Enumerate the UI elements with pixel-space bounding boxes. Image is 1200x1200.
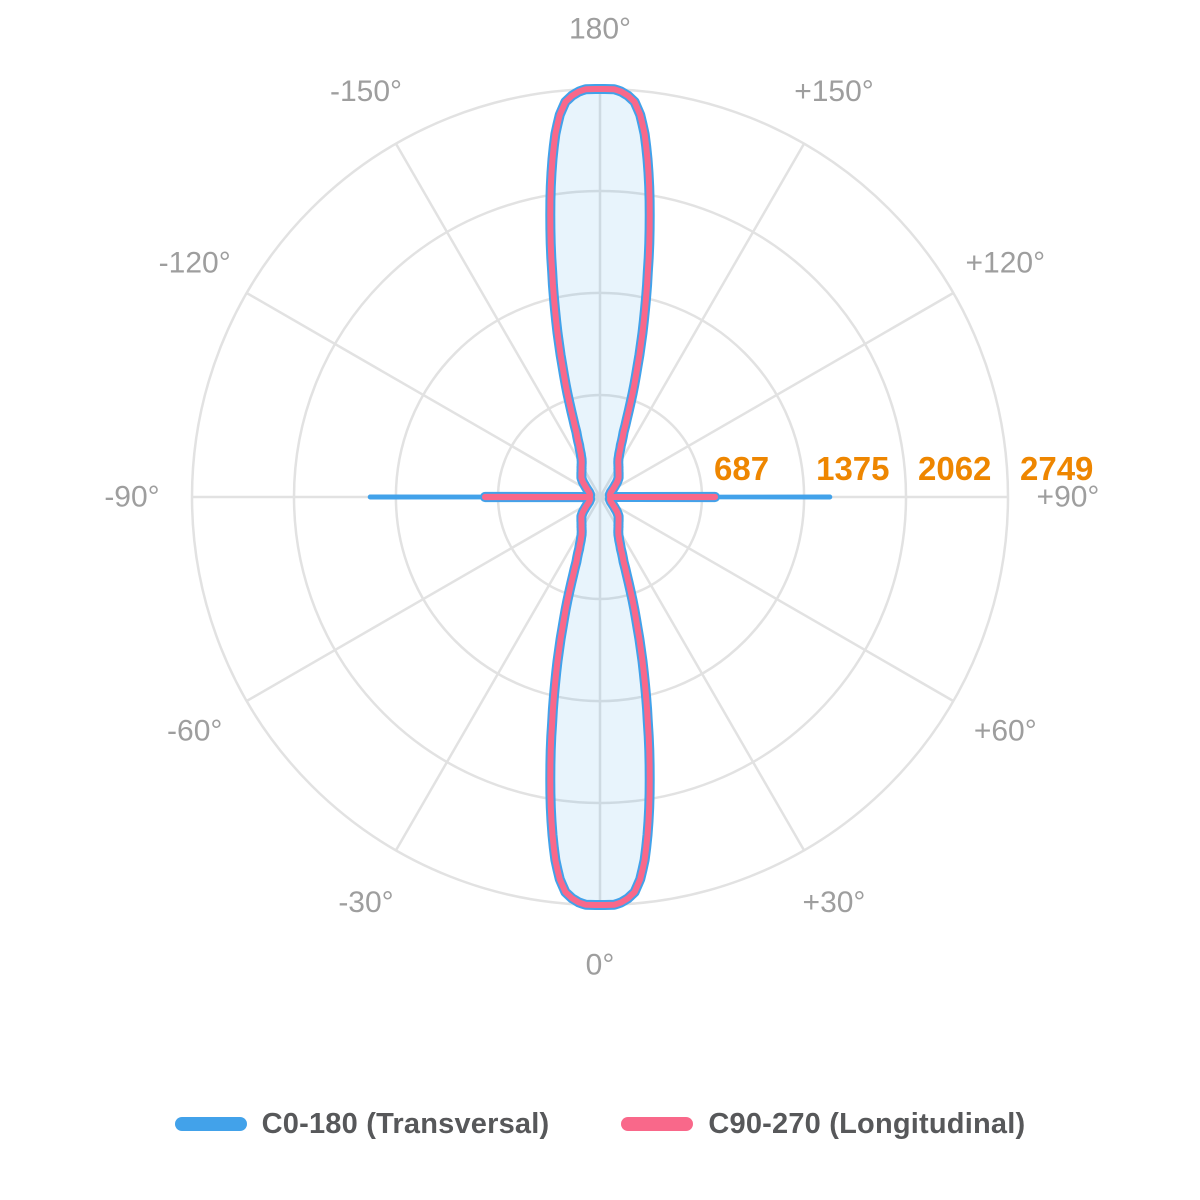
angle-label: +30° bbox=[803, 886, 866, 919]
polar-spoke bbox=[246, 291, 601, 499]
legend-item-c0-180[interactable]: C0-180 (Transversal) bbox=[174, 1107, 550, 1141]
polar-spoke bbox=[394, 496, 602, 851]
legend-swatch-c90-270 bbox=[621, 1117, 694, 1131]
polar-spoke bbox=[598, 496, 806, 851]
angle-label: 0° bbox=[586, 949, 615, 982]
radial-tick-label: 2062 bbox=[918, 450, 991, 487]
angle-label: +120° bbox=[966, 247, 1046, 280]
angle-label: -120° bbox=[159, 247, 231, 280]
angle-label: +150° bbox=[794, 75, 874, 108]
radial-tick-label: 1375 bbox=[816, 450, 889, 487]
angle-label: -90° bbox=[104, 481, 159, 514]
polar-spoke bbox=[598, 143, 806, 498]
radial-tick-label: 687 bbox=[714, 450, 769, 487]
angle-label: -60° bbox=[167, 715, 222, 748]
radial-tick-label: 2749 bbox=[1020, 450, 1093, 487]
polar-chart-svg: 0° +30° +60° +90° +120° +150° 180° -150° -120° -9… bbox=[104, 13, 1100, 982]
angle-label: -150° bbox=[330, 75, 402, 108]
polar-spoke bbox=[599, 291, 954, 499]
polar-spoke bbox=[394, 143, 602, 498]
angle-label: 180° bbox=[569, 13, 631, 46]
legend-item-c90-270[interactable]: C90-270 (Longitudinal) bbox=[621, 1108, 1025, 1141]
legend: C0-180 (Transversal) C90-270 (Longitudin… bbox=[0, 1098, 1200, 1150]
angle-label: +60° bbox=[974, 715, 1037, 748]
legend-label-c0-180: C0-180 (Transversal) bbox=[261, 1107, 550, 1140]
legend-swatch-c0-180 bbox=[174, 1117, 247, 1131]
polar-spoke bbox=[599, 495, 954, 703]
angle-label: +90° bbox=[1037, 481, 1100, 514]
polar-spoke bbox=[246, 495, 601, 703]
legend-label-c90-270: C90-270 (Longitudinal) bbox=[708, 1107, 1026, 1140]
angle-label: -30° bbox=[338, 886, 393, 919]
polar-chart: 0° +30° +60° +90° +120° +150° 180° -150° -120° -9… bbox=[104, 13, 1100, 982]
beam-fill bbox=[485, 89, 715, 905]
c90-270-curve bbox=[482, 86, 718, 908]
